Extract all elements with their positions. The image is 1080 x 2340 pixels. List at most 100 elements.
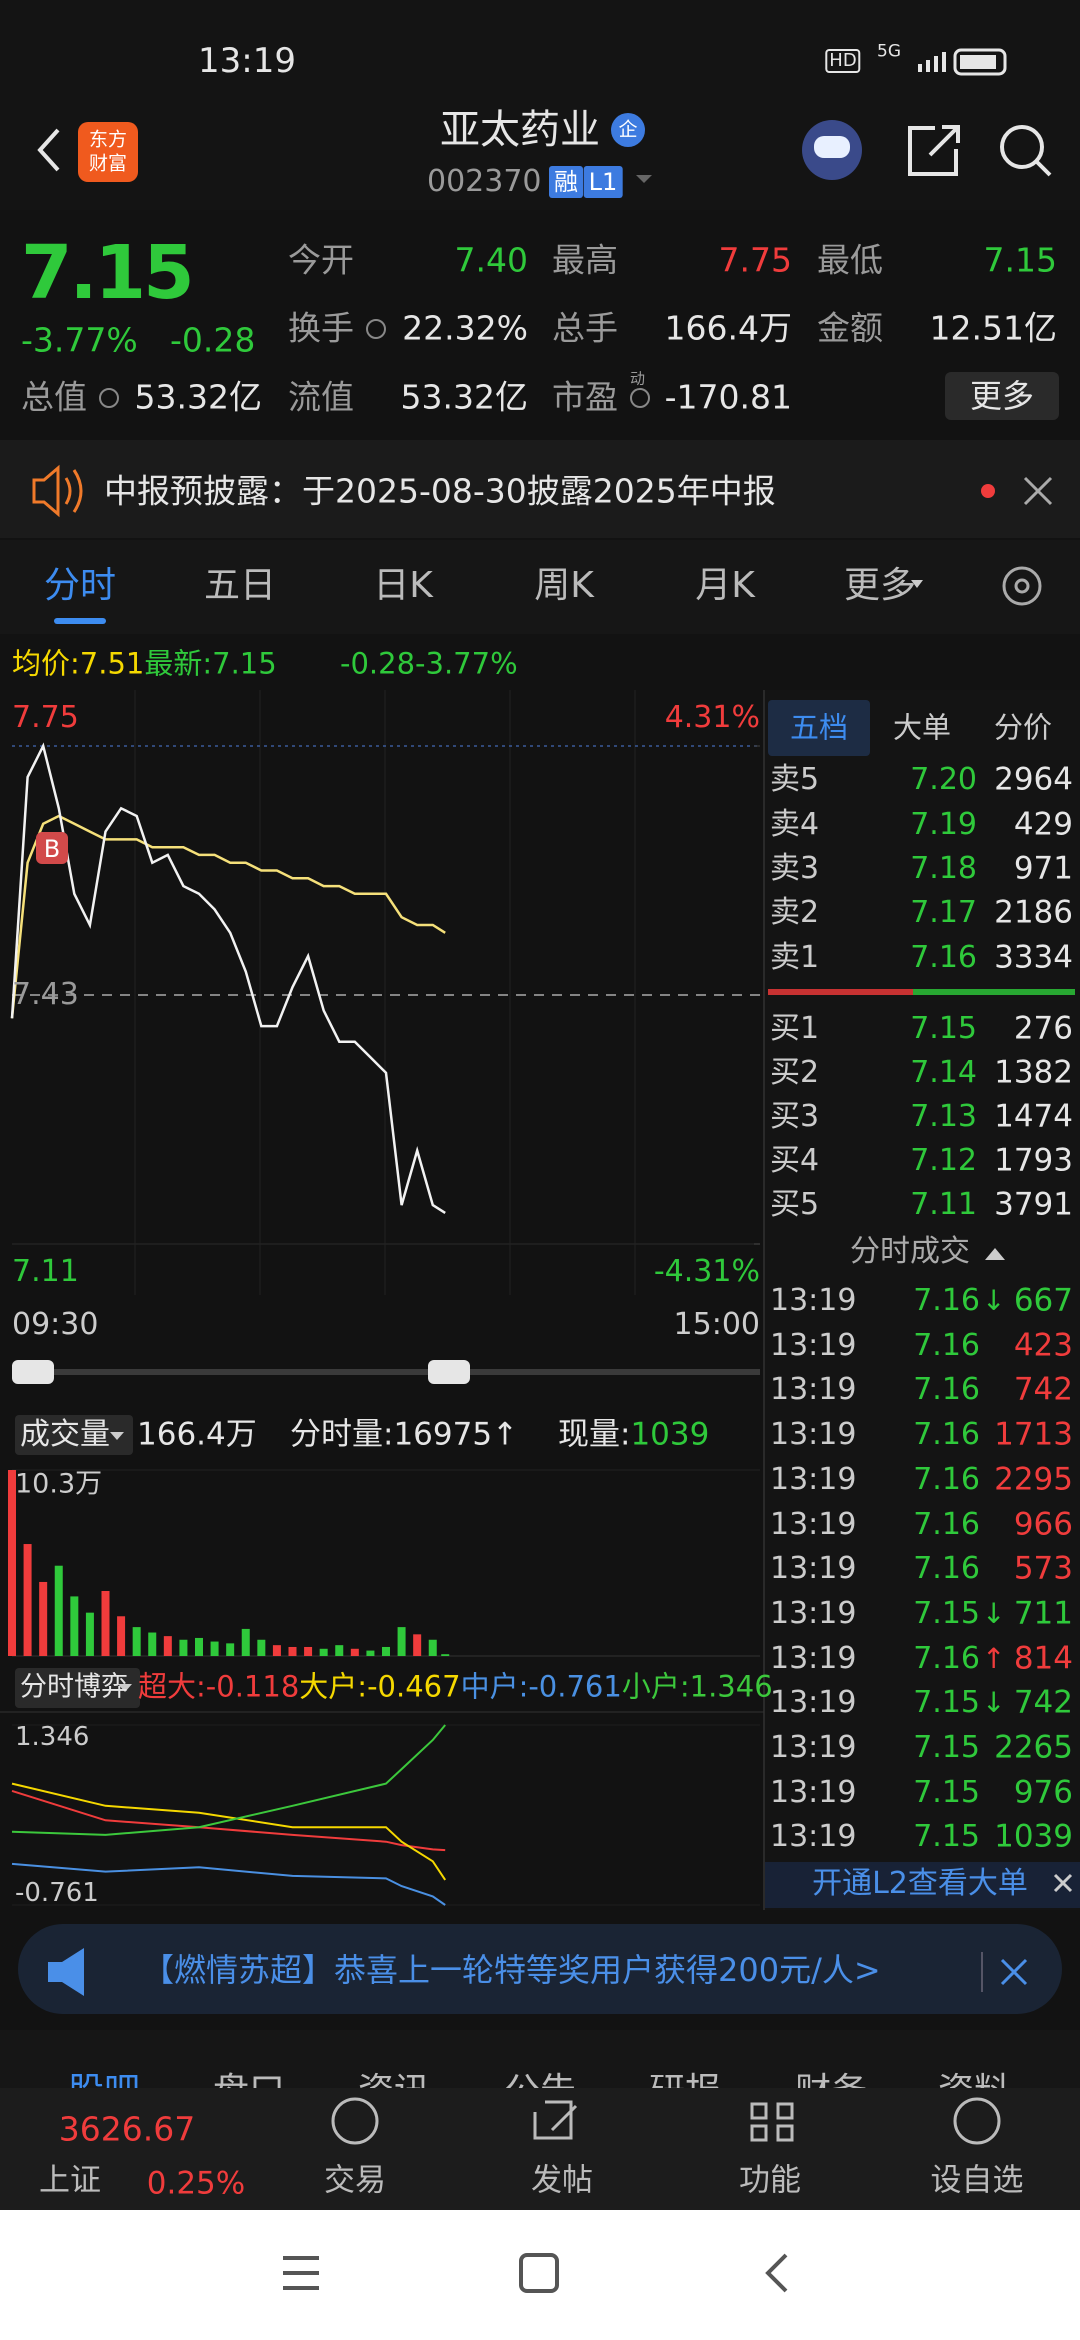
field-value: 53.32亿	[400, 377, 528, 417]
post-icon[interactable]	[533, 2100, 578, 2140]
book-price: 7.16	[910, 940, 977, 975]
volume-bar	[210, 1641, 219, 1656]
index-value: 3626.67	[58, 2109, 196, 2149]
sub-tab[interactable]: 财务	[795, 2074, 867, 2091]
info-icon[interactable]	[99, 388, 119, 408]
panel-tab[interactable]: 分价	[993, 710, 1053, 745]
field-label: 总手	[552, 308, 618, 348]
volume-bar	[195, 1637, 203, 1656]
l2-close[interactable]	[1053, 1873, 1073, 1893]
book-price: 7.11	[910, 1187, 977, 1222]
notice-text: 中报预披露：于2025-08-30披露2025年中报	[104, 471, 776, 511]
trade-price: 7.15	[913, 1730, 980, 1765]
tag: 融	[549, 166, 583, 198]
avg-change: -0.28-3.77%	[340, 646, 518, 681]
trade-volume: 573	[1013, 1550, 1073, 1587]
trade-volume: 2295	[994, 1461, 1073, 1498]
function-icon[interactable]	[750, 2102, 794, 2142]
index-name: 上证	[39, 2162, 101, 2199]
text: -0.28	[340, 646, 416, 681]
tab[interactable]: 更多	[843, 565, 917, 606]
slider-handle[interactable]	[428, 1360, 470, 1384]
trade-arrow: ↓	[982, 1596, 1006, 1630]
sub-tab[interactable]: 资料	[938, 2074, 1010, 2091]
more-button[interactable]	[945, 372, 1059, 420]
watch-icon[interactable]	[953, 2097, 1001, 2145]
volume-bar	[8, 1470, 16, 1656]
top-bar	[0, 0, 1080, 210]
text: 7.15	[212, 646, 277, 681]
trade-icon[interactable]	[331, 2097, 379, 2145]
tab[interactable]: 分时	[43, 565, 117, 606]
trades-caret	[985, 1248, 1005, 1260]
legend-name: 大户:	[299, 1669, 368, 1704]
nav-label[interactable]: 发帖	[531, 2162, 593, 2199]
slider-handle[interactable]	[12, 1360, 54, 1384]
tab[interactable]: 五日	[203, 565, 277, 606]
field-value: 7.40	[454, 240, 528, 280]
back-icon[interactable]	[37, 128, 60, 172]
sub-tab[interactable]: 盘口	[213, 2074, 285, 2091]
nav-label[interactable]: 交易	[324, 2162, 386, 2199]
share-icon[interactable]	[908, 125, 960, 176]
app-logo[interactable]	[78, 122, 138, 182]
trade-arrow: ↑	[982, 1641, 1006, 1675]
game-selector[interactable]	[15, 1668, 140, 1708]
trade-price: 7.16	[913, 1551, 980, 1587]
trade-time: 13:19	[770, 1774, 857, 1810]
trade-time: 13:19	[770, 1551, 857, 1587]
book-volume: 3334	[994, 939, 1073, 976]
banner-text[interactable]: 【燃情苏超】恭喜上一轮特等奖用户获得200元/人>	[142, 1951, 881, 1989]
tab-highlight	[768, 700, 870, 756]
info-icon[interactable]	[366, 319, 386, 339]
sub-tab[interactable]: 研报	[649, 2074, 721, 2091]
text: 1039	[630, 1416, 710, 1453]
battery-level	[960, 55, 996, 69]
volume-bar	[319, 1648, 328, 1656]
tab[interactable]: 月K	[695, 565, 755, 606]
close-icon[interactable]	[1023, 476, 1053, 506]
book-label: 买5	[770, 1187, 820, 1222]
logo-text: 财富	[88, 152, 128, 175]
trade-price: 7.15	[913, 1819, 980, 1855]
volume-bar	[350, 1648, 359, 1656]
badge: 企	[618, 118, 638, 141]
legend-value: -0.118	[205, 1669, 300, 1704]
nav-label[interactable]: 设自选	[930, 2162, 1024, 2199]
settings-icon[interactable]	[1002, 566, 1042, 606]
banner-close[interactable]	[1000, 1958, 1028, 1986]
volume-bar	[54, 1565, 63, 1656]
y-tick-label: 10.3万	[15, 1468, 103, 1500]
field-label: 换手	[288, 308, 354, 348]
avg-row: 均价:7.51最新:7.15	[12, 646, 277, 681]
sub-tab[interactable]: 资讯	[358, 2074, 430, 2091]
book-price: 7.15	[910, 1011, 977, 1046]
nav-label[interactable]: 功能	[739, 2162, 801, 2199]
back-key[interactable]	[765, 2253, 788, 2293]
volume-bar	[179, 1639, 188, 1656]
x-tick-label: 15:00	[673, 1307, 760, 1342]
panel-tab[interactable]: 大单	[892, 710, 952, 745]
field-value: -170.81	[664, 377, 792, 417]
legend-name: 超大:	[138, 1669, 206, 1704]
search-icon[interactable]	[1000, 125, 1044, 169]
game-line	[11, 1789, 446, 1852]
info-icon[interactable]	[630, 388, 650, 408]
l2-text[interactable]: 开通L2查看大单	[812, 1866, 1028, 1901]
banner[interactable]	[18, 1924, 1062, 2014]
home-key[interactable]	[519, 2253, 559, 2293]
trade-time: 13:19	[770, 1595, 857, 1631]
menu-key[interactable]	[283, 2256, 319, 2290]
book-price: 7.17	[910, 895, 977, 930]
sub-tab[interactable]: 股吧	[68, 2074, 140, 2091]
text: ↑	[492, 1416, 519, 1453]
tab[interactable]: 周K	[534, 565, 594, 606]
sub-tab[interactable]: 公告	[504, 2074, 576, 2091]
panel-tab[interactable]: 五档	[789, 710, 849, 745]
tab-bar	[0, 540, 1080, 634]
tab[interactable]: 日K	[373, 565, 433, 606]
trade-price: 7.16	[913, 1372, 980, 1408]
minute-volume: 分时量:16975↑	[290, 1416, 519, 1453]
field-label: 今开	[288, 240, 354, 280]
trade-price: 7.16	[913, 1283, 980, 1318]
